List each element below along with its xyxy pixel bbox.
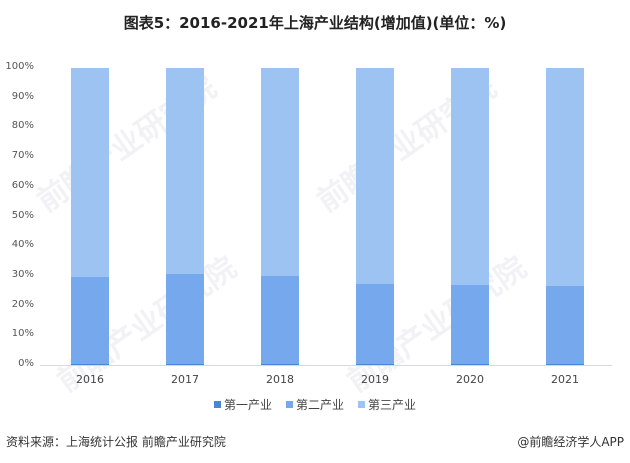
legend-item-tertiary[interactable]: 第三产业 bbox=[358, 396, 416, 413]
x-tick-label: 2021 bbox=[551, 373, 579, 386]
x-tick-label: 2020 bbox=[456, 373, 484, 386]
bar-2018[interactable] bbox=[261, 68, 299, 365]
x-axis-line bbox=[40, 365, 612, 366]
legend-swatch-icon bbox=[358, 401, 365, 408]
bar-2019[interactable] bbox=[356, 68, 394, 365]
chart-title: 图表5：2016-2021年上海产业结构(增加值)(单位：%) bbox=[123, 14, 507, 32]
y-tick-label: 100% bbox=[5, 61, 34, 72]
bar-segment-3[interactable] bbox=[261, 68, 299, 276]
bar-segment-1[interactable] bbox=[71, 363, 109, 365]
x-tick-label: 2019 bbox=[361, 373, 389, 386]
bar-segment-1[interactable] bbox=[356, 364, 394, 365]
y-tick-label: 40% bbox=[11, 239, 34, 251]
bar-segment-2[interactable] bbox=[166, 273, 204, 365]
bar-2016[interactable] bbox=[71, 68, 109, 365]
legend-item-secondary[interactable]: 第二产业 bbox=[285, 396, 344, 413]
bar-segment-2[interactable] bbox=[451, 285, 489, 365]
x-tick-label: 2017 bbox=[171, 373, 199, 386]
y-tick-label: 50% bbox=[11, 209, 34, 221]
chart-plot-area: 前瞻产业研究院 前瞻产业研究院 前瞻产业研究院 前瞻产业研究院 0% 10% 20%… bbox=[5, 61, 612, 399]
bar-segment-1[interactable] bbox=[166, 364, 204, 365]
bar-segment-2[interactable] bbox=[71, 277, 109, 364]
bar-2017[interactable] bbox=[166, 68, 204, 365]
bar-segment-3[interactable] bbox=[451, 68, 489, 286]
x-tick-label: 2016 bbox=[76, 373, 104, 386]
credit-note: @前瞻经济学人APP bbox=[517, 435, 624, 449]
legend-item-primary[interactable]: 第一产业 bbox=[213, 396, 272, 413]
bar-segment-2[interactable] bbox=[356, 283, 394, 365]
y-tick-label: 0% bbox=[18, 358, 34, 369]
bar-2020[interactable] bbox=[451, 68, 489, 365]
legend-swatch-icon bbox=[213, 401, 221, 408]
bar-2021[interactable] bbox=[546, 68, 584, 365]
bar-segment-3[interactable] bbox=[166, 68, 204, 274]
bar-segment-1[interactable] bbox=[451, 364, 489, 365]
y-tick-label: 10% bbox=[11, 328, 34, 340]
legend-label: 第一产业 bbox=[223, 398, 272, 412]
x-tick-label: 2018 bbox=[266, 373, 294, 386]
legend-label: 第三产业 bbox=[368, 398, 417, 412]
y-tick-label: 80% bbox=[11, 120, 34, 132]
y-tick-label: 30% bbox=[11, 268, 34, 280]
chart-legend: 第一产业 第二产业 第三产业 bbox=[0, 396, 630, 413]
y-tick-label: 60% bbox=[11, 179, 34, 191]
y-tick-label: 20% bbox=[11, 298, 34, 310]
bar-segment-1[interactable] bbox=[546, 364, 584, 365]
y-tick-label: 90% bbox=[11, 90, 34, 102]
bar-segment-3[interactable] bbox=[356, 68, 394, 284]
bar-segment-2[interactable] bbox=[546, 285, 584, 365]
legend-label: 第二产业 bbox=[295, 398, 344, 412]
bar-segment-3[interactable] bbox=[546, 68, 584, 286]
bar-segment-3[interactable] bbox=[71, 68, 109, 278]
y-tick-label: 70% bbox=[11, 150, 34, 162]
legend-swatch-icon bbox=[285, 401, 293, 408]
bar-segment-1[interactable] bbox=[261, 364, 299, 365]
bar-segment-2[interactable] bbox=[261, 275, 299, 365]
source-note: 资料来源：上海统计公报 前瞻产业研究院 bbox=[6, 435, 226, 449]
